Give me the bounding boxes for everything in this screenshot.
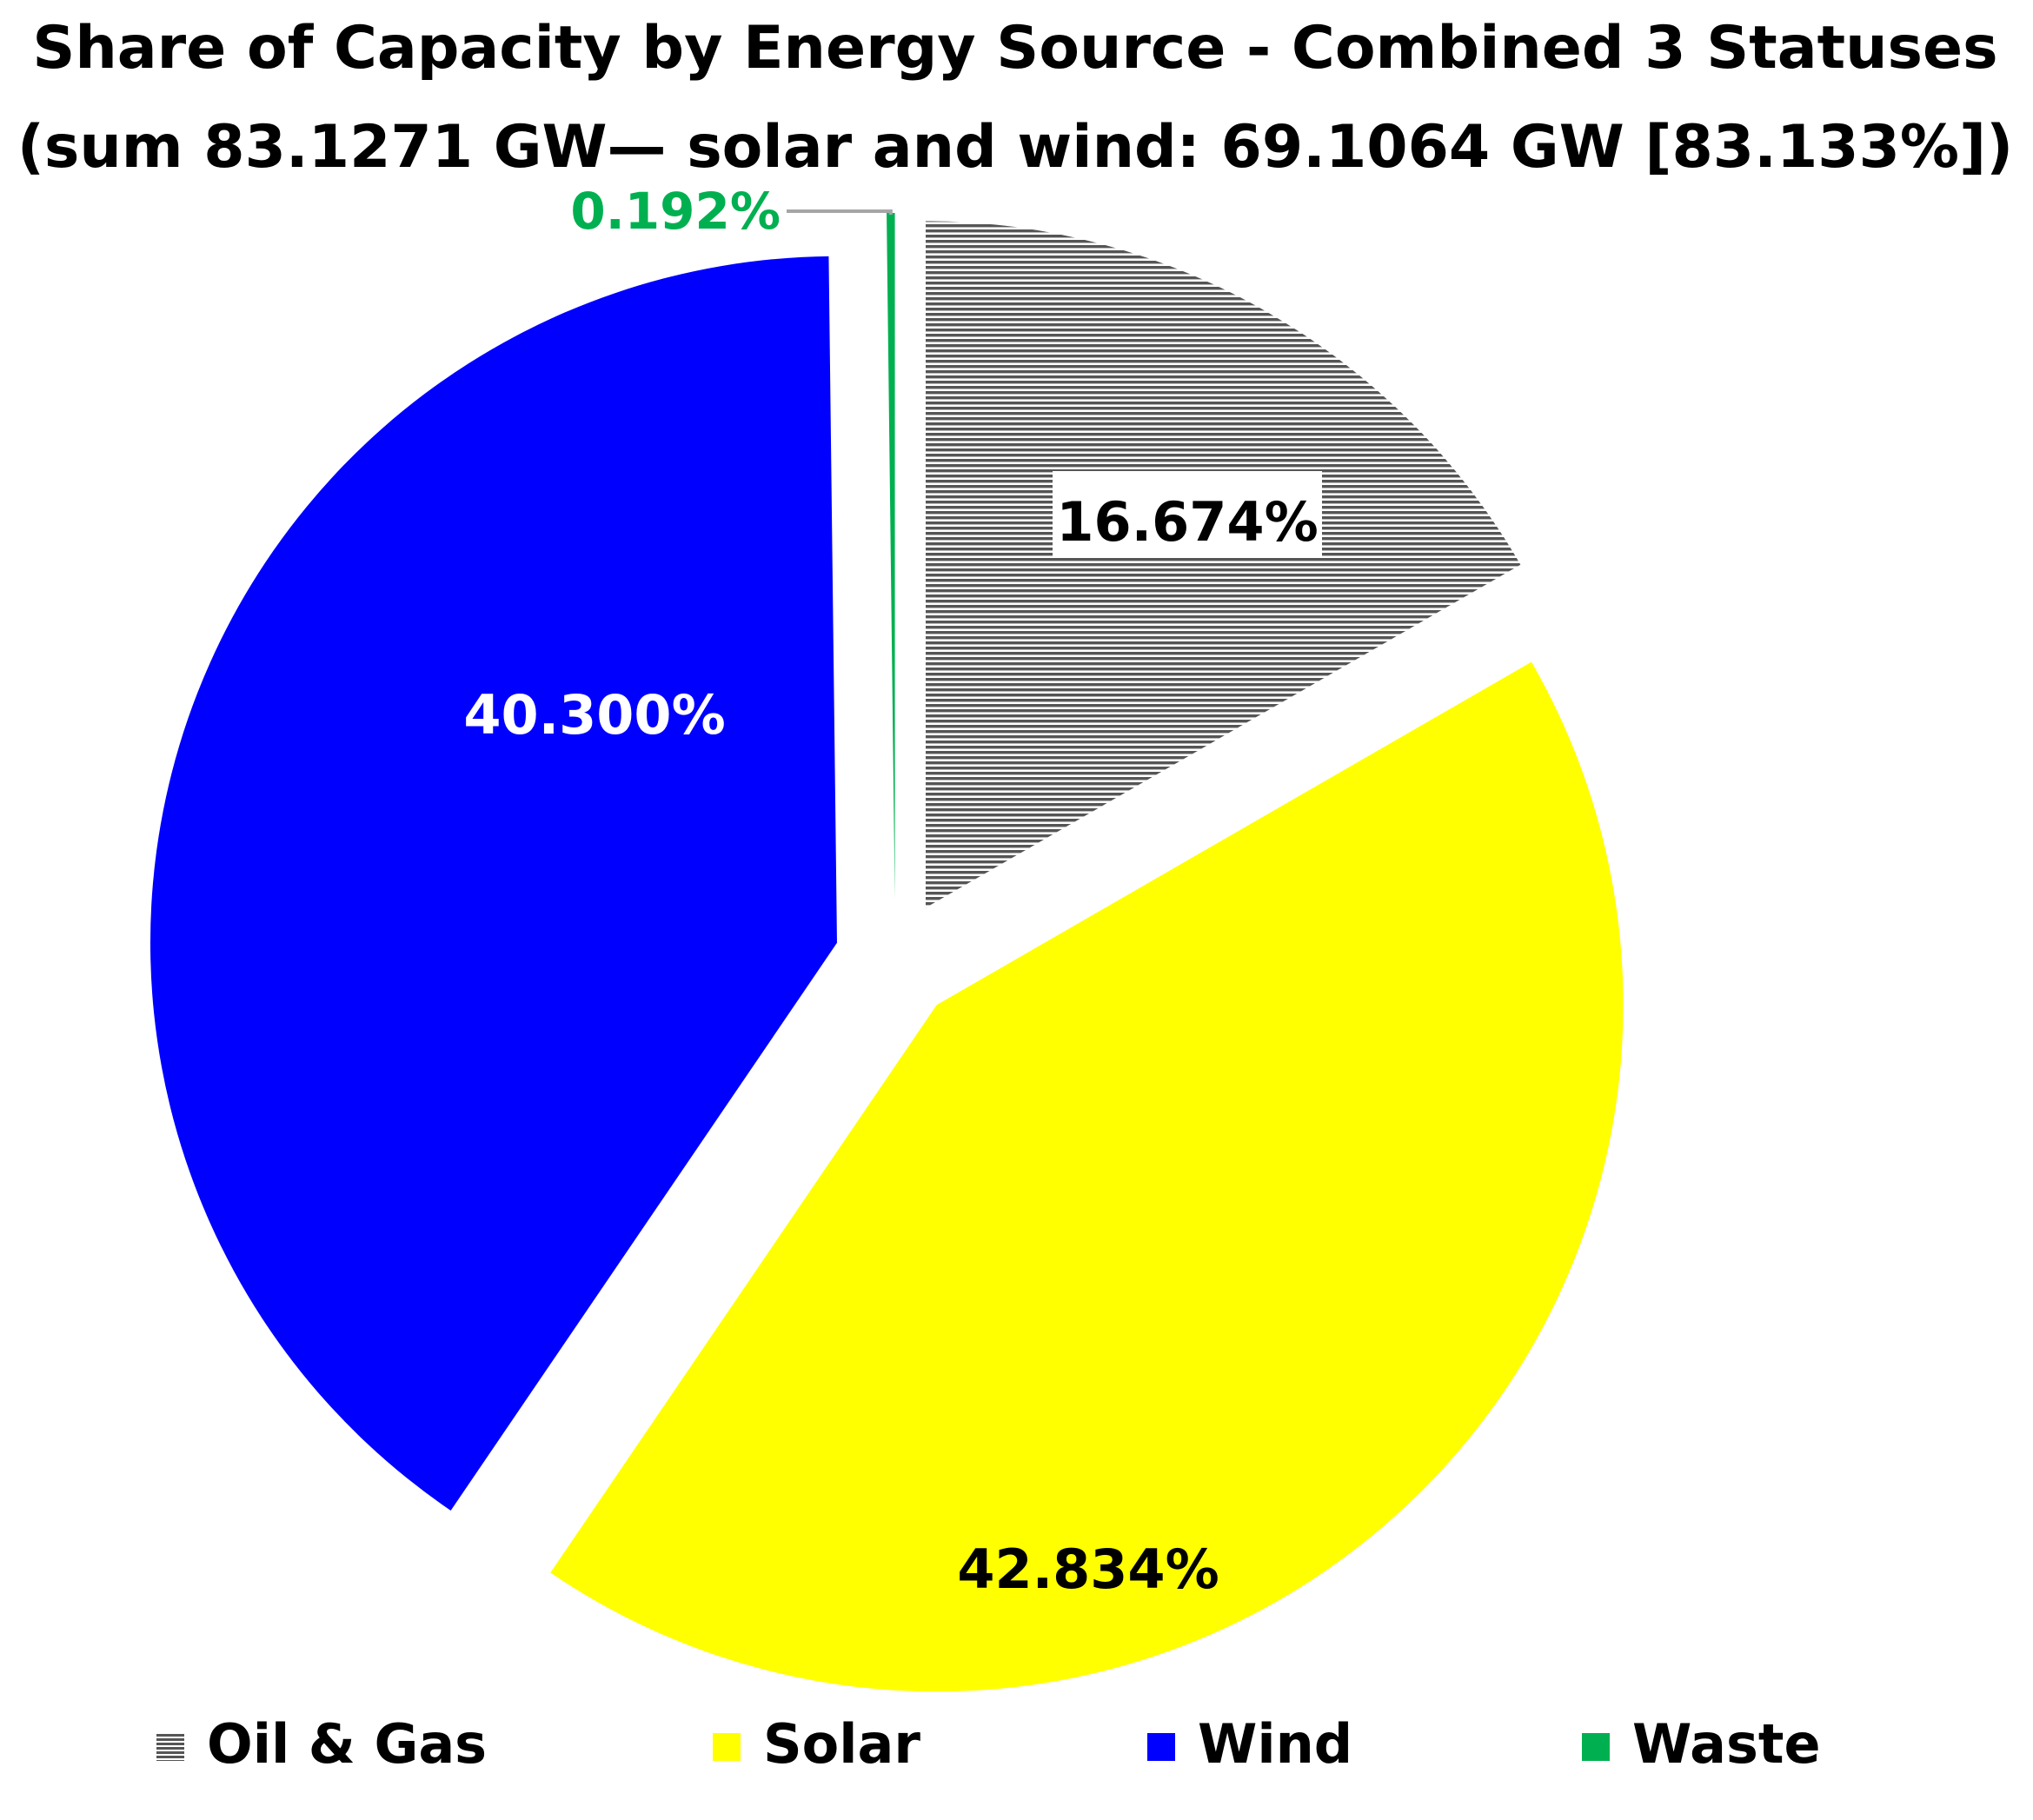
pie-slices [149, 213, 1624, 1692]
data-label-waste: 0.192% [570, 182, 781, 241]
legend-swatch-solar [713, 1733, 741, 1761]
pie-data-labels: 16.674% 42.834% 40.300% 0.192% [463, 182, 1322, 1601]
pie-slice-solar [550, 661, 1624, 1692]
leader-line-waste [787, 209, 893, 216]
pie-slice-waste [887, 213, 895, 900]
legend: Oil & Gas Solar Wind Waste [156, 1712, 1821, 1776]
legend-label-solar: Solar [763, 1712, 920, 1776]
pie-slice-oil-gas [926, 221, 1521, 908]
data-label-wind: 40.300% [463, 683, 725, 747]
legend-swatch-wind [1147, 1733, 1175, 1761]
chart-subtitle: (sum 83.1271 GW— solar and wind: 69.1064… [17, 113, 2013, 182]
data-label-oil-gas: 16.674% [1056, 490, 1318, 554]
legend-label-wind: Wind [1198, 1712, 1352, 1776]
legend-swatch-oil-gas [156, 1733, 184, 1761]
chart-title: Share of Capacity by Energy Source - Com… [32, 14, 1997, 83]
data-label-solar: 42.834% [957, 1538, 1219, 1601]
pie-slice-wind [149, 256, 837, 1511]
legend-label-oil-gas: Oil & Gas [207, 1712, 487, 1776]
data-label-background [1053, 471, 1322, 556]
legend-label-waste: Waste [1632, 1712, 1821, 1776]
legend-swatch-waste [1582, 1733, 1610, 1761]
